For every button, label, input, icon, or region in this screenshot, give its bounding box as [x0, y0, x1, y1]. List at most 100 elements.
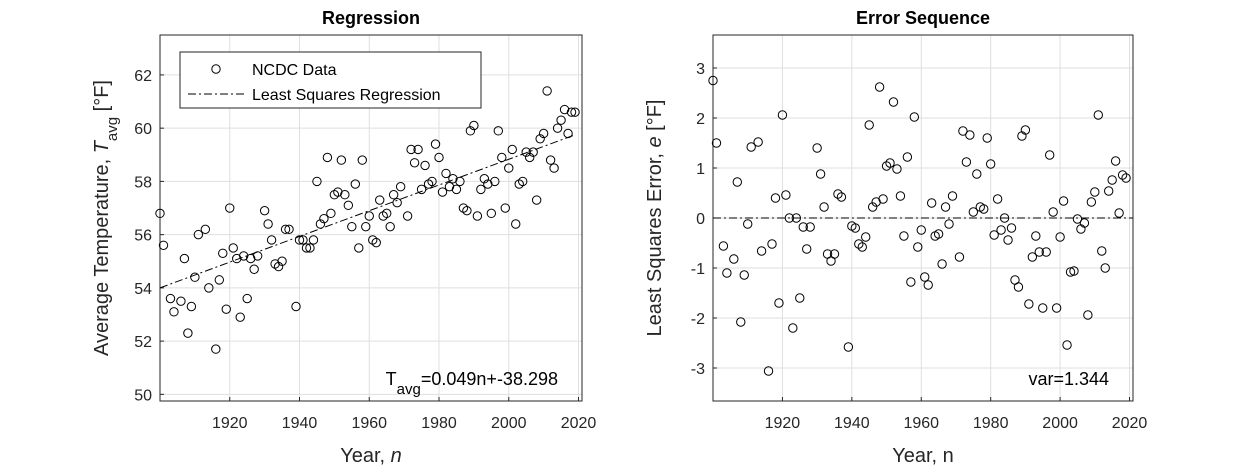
data-point: [1097, 246, 1107, 256]
data-point: [829, 249, 840, 259]
data-point: [301, 243, 312, 253]
data-point: [926, 198, 937, 208]
data-point: [528, 147, 538, 157]
y-tick-label: 58: [134, 174, 152, 191]
x-axis-label: Year, n: [892, 445, 954, 467]
data-point: [940, 202, 951, 212]
data-point: [186, 301, 197, 312]
data-point: [985, 159, 996, 169]
data-point: [916, 225, 926, 235]
data-point: [490, 176, 500, 187]
data-point: [333, 187, 343, 197]
x-tick-label: 1920: [212, 415, 248, 432]
data-point: [906, 277, 916, 287]
data-point: [242, 293, 252, 304]
data-point: [805, 222, 815, 232]
data-point: [913, 242, 923, 252]
data-point: [836, 192, 847, 202]
data-point: [1044, 150, 1055, 160]
data-point: [294, 235, 305, 245]
data-point: [989, 230, 999, 240]
data-point: [902, 152, 913, 162]
data-point: [235, 312, 245, 322]
data-point: [1003, 235, 1013, 245]
y-tick-label: 2: [696, 111, 705, 128]
data-point: [881, 161, 892, 171]
data-point: [542, 86, 552, 96]
data-point: [347, 221, 357, 232]
data-point: [259, 205, 270, 216]
data-point: [992, 194, 1003, 204]
text-part: avg: [104, 117, 121, 141]
data-point: [895, 191, 906, 201]
data-point: [1107, 175, 1117, 185]
data-point: [462, 205, 472, 216]
legend-box: [179, 51, 482, 109]
data-point: [507, 144, 517, 155]
data-point: [368, 235, 378, 245]
x-tick-label: 1960: [351, 415, 387, 432]
data-point: [322, 152, 333, 163]
data-point: [718, 241, 729, 251]
data-point: [1031, 231, 1041, 241]
data-point: [249, 264, 259, 274]
text-part: avg: [397, 381, 421, 398]
data-point: [375, 195, 385, 205]
data-point: [1117, 170, 1128, 180]
x-tick-label: 1940: [834, 415, 870, 432]
data-point: [982, 133, 992, 143]
data-point: [743, 219, 753, 229]
data-point: [252, 251, 263, 261]
data-point: [427, 176, 437, 187]
text-part: Least Squares Error,: [644, 148, 666, 337]
data-point: [357, 155, 367, 165]
text-part: Year,: [340, 445, 390, 467]
data-point: [472, 211, 483, 221]
data-point: [798, 222, 808, 232]
data-point: [284, 224, 294, 235]
data-point: [937, 259, 947, 269]
data-point: [899, 231, 909, 241]
data-point: [169, 307, 179, 317]
data-point: [291, 301, 301, 312]
data-point: [843, 342, 854, 352]
data-point: [298, 235, 308, 245]
y-tick-label: 56: [134, 228, 152, 245]
data-point: [165, 293, 176, 304]
data-point: [570, 107, 580, 117]
data-point: [524, 152, 535, 163]
chart-title: Regression: [322, 8, 420, 28]
data-point: [273, 261, 284, 272]
data-point: [176, 296, 186, 306]
data-point: [430, 139, 441, 149]
data-point: [1114, 208, 1124, 218]
data-point: [385, 221, 395, 232]
data-point: [402, 211, 413, 221]
data-point: [996, 225, 1006, 235]
annotation: Tavg=0.049n+-38.298: [386, 369, 558, 398]
data-point: [221, 304, 231, 314]
data-point: [979, 204, 989, 214]
y-tick-label: 52: [134, 334, 152, 351]
data-point: [179, 253, 190, 264]
data-point: [867, 202, 878, 212]
legend-label: Least Squares Regression: [252, 87, 441, 104]
data-point: [392, 197, 402, 208]
data-point: [469, 120, 479, 131]
legend-marker: [211, 64, 221, 74]
text-part: e: [644, 136, 666, 147]
data-point: [308, 235, 319, 245]
data-point: [535, 134, 545, 144]
data-point: [204, 283, 214, 293]
data-point: [1069, 266, 1079, 276]
y-tick-label: 50: [134, 387, 152, 404]
text-part: Average Temperature,: [91, 153, 113, 356]
x-tick-label: 2000: [1042, 415, 1078, 432]
data-point: [708, 75, 718, 86]
data-point: [406, 144, 416, 155]
x-tick-label: 1920: [765, 415, 801, 432]
data-point: [326, 208, 336, 219]
data-point: [340, 190, 350, 200]
data-point: [923, 280, 933, 290]
y-tick-label: 1: [696, 161, 705, 178]
